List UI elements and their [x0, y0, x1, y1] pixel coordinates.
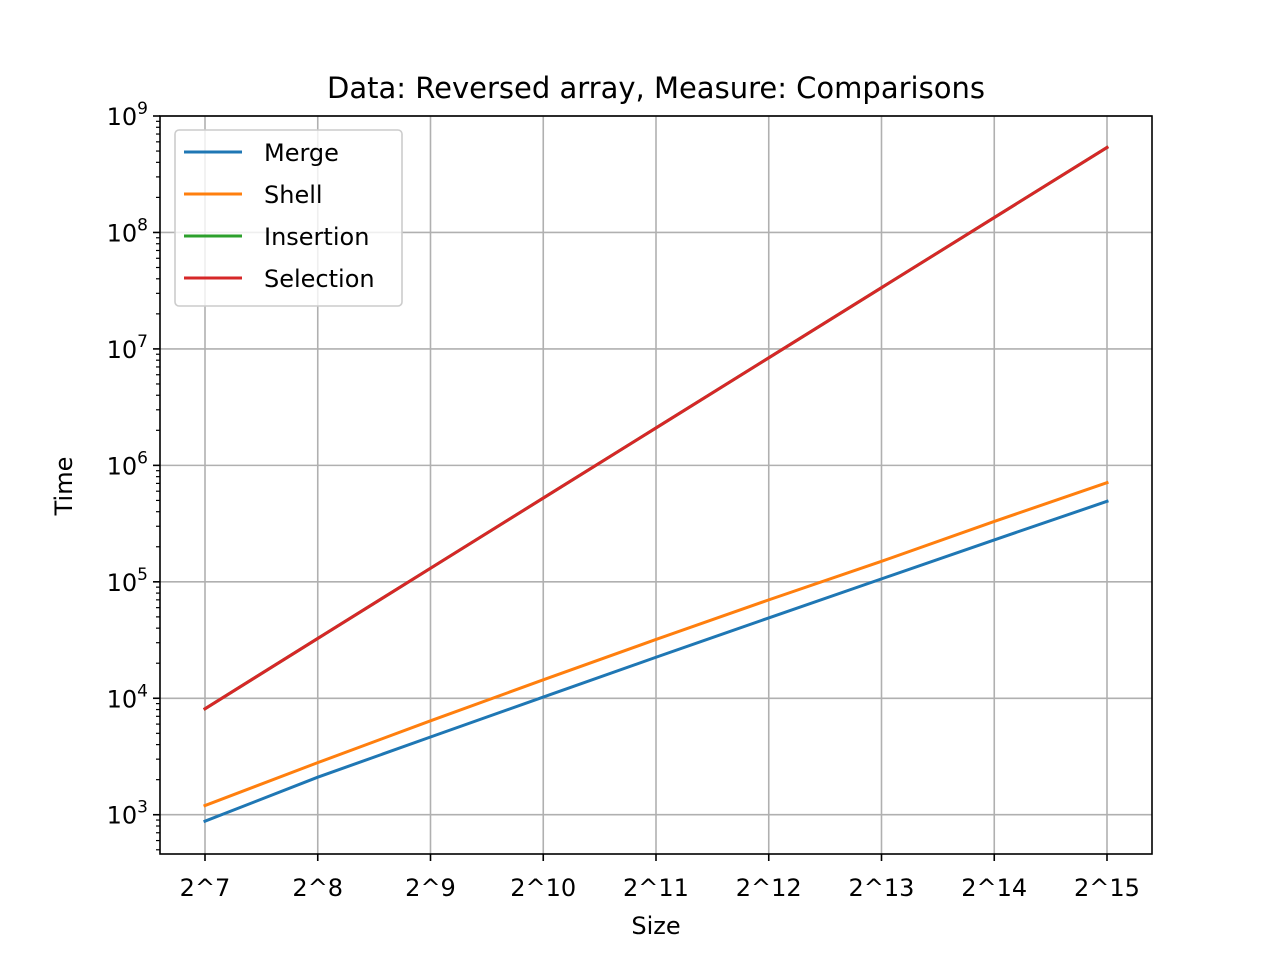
y-tick-base: 10 — [107, 685, 138, 713]
x-tick-label: 2^15 — [1074, 874, 1140, 902]
y-tick-base: 10 — [107, 452, 138, 480]
y-tick-exponent: 4 — [137, 681, 148, 701]
y-tick-exponent: 6 — [137, 448, 148, 468]
legend-label-selection: Selection — [264, 265, 375, 293]
series-line-shell — [203, 480, 1109, 808]
legend-label-insertion: Insertion — [264, 223, 369, 251]
y-tick-base: 10 — [107, 103, 138, 131]
chart-title: Data: Reversed array, Measure: Compariso… — [327, 71, 985, 105]
series-line-merge — [203, 499, 1109, 824]
x-tick-label: 2^8 — [292, 874, 343, 902]
legend: Merge Shell Insertion Selection — [174, 129, 403, 307]
y-tick-label: 109 — [107, 99, 148, 131]
legend-label-merge: Merge — [264, 139, 339, 167]
legend-frame — [174, 129, 403, 307]
y-tick-label: 104 — [107, 681, 148, 713]
y-axis-label: Time — [50, 457, 78, 517]
x-tick-label: 2^13 — [849, 874, 915, 902]
y-tick-exponent: 5 — [137, 565, 148, 585]
y-tick-label: 105 — [107, 565, 148, 597]
grid — [160, 115, 1152, 854]
x-axis: 2^7 2^8 2^9 2^10 2^11 2^12 2^13 2^14 2^15 — [180, 854, 1140, 902]
x-tick-label: 2^14 — [961, 874, 1027, 902]
x-tick-label: 2^9 — [405, 874, 456, 902]
y-tick-base: 10 — [107, 802, 138, 830]
y-tick-exponent: 9 — [137, 99, 148, 119]
y-tick-exponent: 3 — [137, 798, 148, 818]
x-axis-label: Size — [631, 912, 680, 940]
y-tick-label: 103 — [107, 798, 148, 830]
x-tick-label: 2^10 — [510, 874, 576, 902]
legend-label-shell: Shell — [264, 181, 323, 209]
y-tick-label: 106 — [107, 448, 148, 480]
series-layer — [202, 145, 1110, 824]
y-tick-base: 10 — [107, 336, 138, 364]
y-tick-exponent: 8 — [137, 215, 148, 235]
x-tick-label: 2^11 — [623, 874, 689, 902]
x-tick-label: 2^12 — [736, 874, 802, 902]
y-tick-base: 10 — [107, 219, 138, 247]
y-tick-base: 10 — [107, 569, 138, 597]
y-tick-label: 108 — [107, 215, 148, 247]
x-tick-label: 2^7 — [180, 874, 231, 902]
y-tick-label: 107 — [107, 332, 148, 364]
y-tick-exponent: 7 — [137, 332, 148, 352]
series-line-selection — [202, 145, 1110, 711]
